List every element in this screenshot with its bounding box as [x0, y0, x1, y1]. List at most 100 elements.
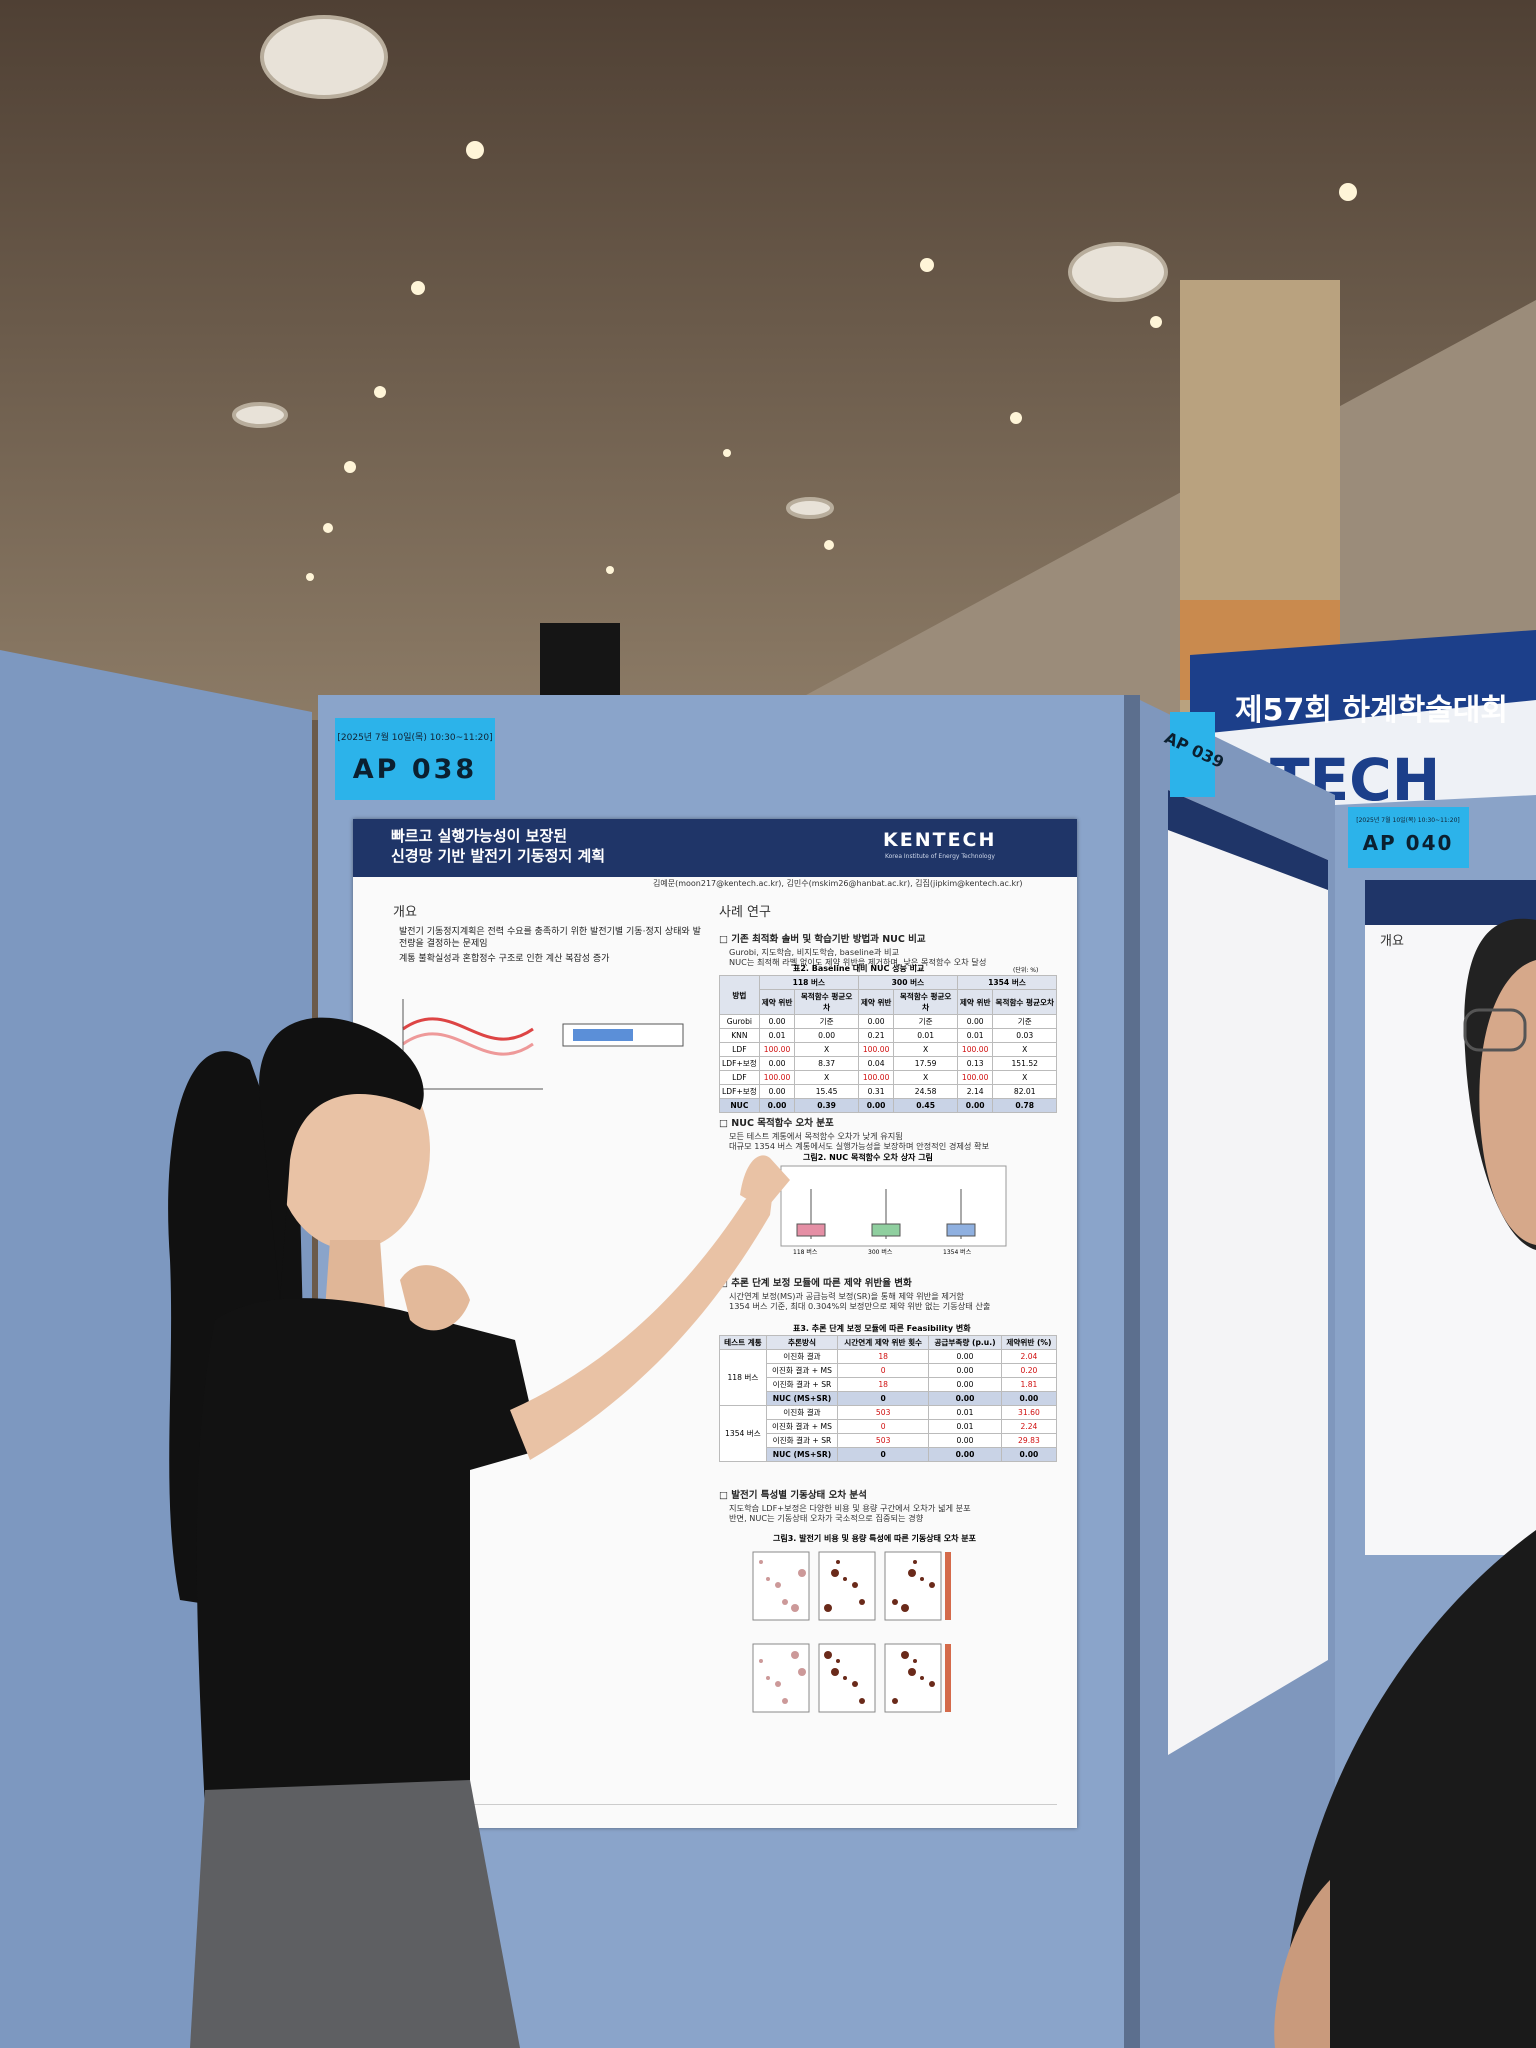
row: LDF 100.00 X 100.00 X 100.00 X [719, 1070, 1057, 1085]
heatmap-dot [892, 1599, 898, 1605]
heatmap-dot [908, 1569, 916, 1577]
person-neck [325, 1240, 385, 1310]
bullet: 1354 버스 기준, 최대 0.304%의 보정만으로 제약 위반 없는 기동… [729, 1301, 991, 1312]
heatmap-dot [843, 1577, 847, 1581]
poster-header [353, 819, 1077, 877]
overview-figure [402, 999, 684, 1090]
booth-code: AP 040 [1363, 831, 1454, 855]
colorbar [945, 1552, 951, 1620]
axis-label: 300 버스 [868, 1249, 893, 1256]
heatmap-dot [852, 1582, 858, 1588]
axis-label: 118 버스 [793, 1249, 818, 1256]
subheading: □ 추론 단계 보정 모듈에 따른 제약 위반율 변화 [719, 1278, 912, 1289]
row: LDF+보정 0.00 15.45 0.31 24.58 2.14 82.01 [719, 1084, 1057, 1099]
heatmap-dot [759, 1560, 763, 1564]
heatmap-dot [859, 1698, 865, 1704]
wall [760, 300, 1536, 720]
box [796, 1223, 826, 1237]
heatmap-dot [831, 1668, 839, 1676]
banner-stripe [1190, 630, 1536, 735]
heatmap-dot [908, 1668, 916, 1676]
heatmap-dot [798, 1569, 806, 1577]
heatmap-dot [901, 1604, 909, 1612]
authors: 김예문(moon217@kentech.ac.kr), 김민수(mskim26@… [653, 879, 1023, 888]
heatmap-dot [920, 1676, 924, 1680]
heatmap-dot [798, 1668, 806, 1676]
header: 제약 위반 [857, 989, 895, 1015]
section-heading: 사례 연구 [719, 905, 771, 920]
cell: 1354 버스 [719, 1405, 767, 1462]
heatmap-dot [775, 1681, 781, 1687]
booth-label [1170, 712, 1215, 797]
unit: (단위: %) [1013, 967, 1039, 974]
header: 목적함수 평균오차 [893, 989, 958, 1015]
cell: NUC (MS+SR) [765, 1447, 839, 1462]
man-shirt [1283, 1530, 1536, 2048]
man-face [1479, 960, 1536, 1245]
far-poster-heading: 개요 [1380, 934, 1404, 949]
heatmap-dot [791, 1604, 799, 1612]
row: 이진화 결과 + MS 0 0.01 2.24 [720, 1419, 1058, 1434]
axis-label: 1354 버스 [943, 1249, 972, 1256]
caption: 표3. 추론 단계 보정 모듈에 따른 Feasibility 변화 [793, 1324, 971, 1333]
bullet: 지도학습 LDF+보정은 다양한 비용 및 용량 구간에서 오차가 넓게 분포 [729, 1503, 971, 1513]
cell: 0.45 [893, 1098, 958, 1113]
bullet: 모든 테스트 계통에서 목적함수 오차가 낮게 유지됨 [729, 1131, 903, 1141]
box [871, 1223, 901, 1237]
case-section: □ 기존 최적화 솔버 및 학습기반 방법과 NUC 비교 Gurobi, 지도학… [719, 931, 1059, 968]
heatmap-dot [913, 1560, 917, 1564]
header: 1354 버스 [956, 975, 1058, 990]
heatmap-dot [791, 1651, 799, 1659]
heatmap-dot [859, 1599, 865, 1605]
partition-post [1124, 695, 1140, 2048]
heatmap-dot [782, 1698, 788, 1704]
cell: 0 [837, 1447, 930, 1462]
cell: 0.00 [1000, 1447, 1058, 1462]
logo: KENTECH [883, 829, 997, 851]
booth-code: AP 038 [353, 754, 477, 785]
header: 공급부족량 (p.u.) [928, 1335, 1002, 1350]
footer [373, 1804, 1057, 1815]
heatmap-dot [766, 1676, 770, 1680]
cell: NUC (MS+SR) [765, 1391, 839, 1406]
subheading: □ NUC 목적함수 오차 분포 [719, 1118, 834, 1129]
banner-text: 제57회 하계학술대회 [1235, 693, 1508, 728]
cell: 0.00 [928, 1447, 1002, 1462]
row: LDF+보정 0.00 8.37 0.04 17.59 0.13 151.52 [719, 1056, 1057, 1071]
box [946, 1223, 976, 1237]
case-section: □ 발전기 특성별 기동상태 오차 분석 지도학습 LDF+보정은 다양한 비용 … [719, 1487, 1059, 1524]
row: KNN 0.01 0.00 0.21 0.01 0.01 0.03 [719, 1028, 1057, 1043]
caption: 표2. Baseline 대비 NUC 성능 비교 [793, 964, 925, 973]
heatmap-dot [836, 1560, 840, 1564]
heatmap-dot [775, 1582, 781, 1588]
heatmap-dot [852, 1681, 858, 1687]
heatmap-dot [824, 1604, 832, 1612]
poster-title: 신경망 기반 발전기 기동정지 계획 [391, 847, 606, 865]
row: 이진화 결과 + SR 18 0.00 1.81 [720, 1377, 1058, 1392]
person-hair [259, 1017, 424, 1300]
booth-time: [2025년 7월 10일(목) 10:30~11:20] [337, 731, 492, 743]
side-poster-header [1168, 790, 1328, 890]
header: 제약 위반 [758, 989, 796, 1015]
caption: 그림2. NUC 목적함수 오차 상자 그림 [803, 1153, 933, 1162]
header: 목적함수 평균오차 [794, 989, 859, 1015]
heatmap-dot [843, 1676, 847, 1680]
person-hand [400, 1265, 470, 1331]
heatmap-dot [759, 1659, 763, 1663]
subheading: □ 기존 최적화 솔버 및 학습기반 방법과 NUC 비교 [719, 934, 926, 945]
person-hand [740, 1155, 790, 1210]
poster-title: 빠르고 실행가능성이 보장된 [391, 827, 568, 845]
logo-sub: Korea Institute of Energy Technology [885, 853, 995, 860]
heatmaps [752, 1551, 951, 1713]
poster: 빠르고 실행가능성이 보장된 신경망 기반 발전기 기동정지 계획 KENTEC… [353, 819, 1077, 1828]
colorbar [945, 1644, 951, 1712]
bullet: NUC는 최적해 라벨 없이도 제약 위반을 제거하며, 낮은 목적함수 오차 … [729, 957, 987, 968]
row: 118 버스 이진화 결과 18 0.00 2.04 [719, 1349, 1058, 1406]
bullet: 시간연계 보정(MS)과 공급능력 보정(SR)을 통해 제약 위반을 제거함 [729, 1291, 964, 1301]
heatmap-dot [929, 1582, 935, 1588]
heatmap-dot [920, 1577, 924, 1581]
heatmap-dot [913, 1659, 917, 1663]
